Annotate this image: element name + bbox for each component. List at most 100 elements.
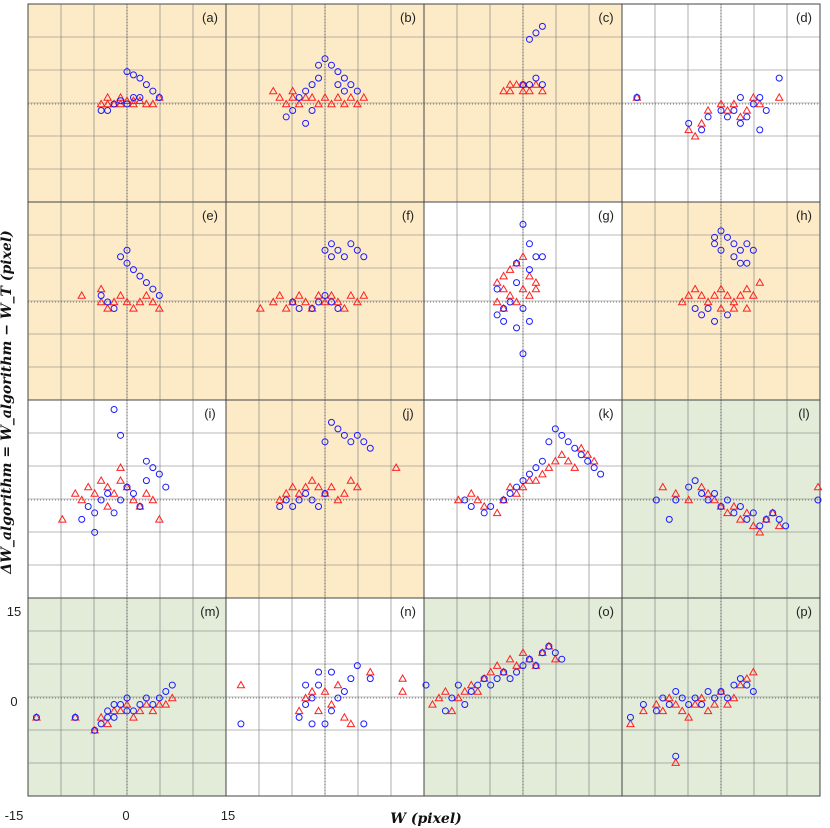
triangle-marker	[129, 495, 138, 504]
triangle-marker	[716, 284, 726, 293]
triangle-marker	[275, 92, 285, 101]
triangle-marker	[684, 125, 694, 134]
circle-marker	[347, 438, 355, 446]
triangle-marker	[742, 303, 752, 312]
circle-marker	[519, 220, 527, 228]
triangle-marker	[466, 680, 476, 689]
triangle-marker	[460, 686, 470, 695]
circle-marker	[302, 490, 310, 498]
triangle-marker	[742, 105, 752, 114]
circle-marker	[691, 477, 699, 485]
circle-marker	[665, 700, 673, 708]
circle-marker	[749, 509, 757, 517]
triangle-marker	[141, 699, 151, 708]
circle-marker	[136, 94, 144, 102]
circle-marker	[538, 22, 546, 30]
triangle-marker	[268, 297, 278, 306]
circle-marker	[500, 496, 508, 504]
circle-marker	[360, 720, 368, 728]
circle-marker	[289, 106, 297, 114]
triangle-marker	[492, 661, 502, 669]
triangle-marker	[550, 654, 560, 663]
triangle-marker	[320, 297, 330, 306]
triangle-marker	[135, 706, 145, 715]
triangle-marker	[339, 303, 349, 312]
triangle-marker	[505, 482, 515, 491]
circle-marker	[162, 688, 170, 696]
triangle-marker	[671, 488, 681, 497]
triangle-marker	[729, 303, 739, 312]
circle-marker	[532, 29, 540, 37]
triangle-marker	[333, 495, 343, 504]
panel-p: (p)	[621, 597, 821, 797]
triangle-marker	[583, 450, 593, 458]
circle-marker	[743, 515, 751, 523]
triangle-marker	[512, 488, 521, 497]
triangle-marker	[671, 758, 681, 766]
triangle-marker	[729, 693, 739, 702]
circle-marker	[513, 483, 521, 491]
circle-marker	[360, 253, 368, 261]
triangle-marker	[327, 699, 336, 708]
triangle-marker	[525, 475, 534, 484]
circle-marker	[577, 451, 585, 459]
triangle-marker	[684, 290, 694, 299]
triangle-marker	[314, 99, 323, 108]
panel-label: (p)	[796, 604, 812, 619]
triangle-marker	[314, 290, 323, 299]
circle-marker	[474, 681, 482, 689]
panel-l: (l)	[621, 399, 823, 599]
circle-marker	[78, 515, 86, 523]
panel-e: (e)	[27, 201, 227, 401]
circle-marker	[136, 502, 144, 510]
circle-marker	[775, 74, 783, 82]
triangle-marker	[626, 719, 635, 728]
circle-marker	[123, 68, 131, 76]
triangle-marker	[333, 297, 343, 306]
circle-marker	[129, 266, 137, 274]
circle-marker	[295, 713, 303, 721]
circle-marker	[532, 662, 540, 670]
circle-marker	[749, 100, 757, 108]
triangle-marker	[90, 488, 100, 497]
triangle-marker	[742, 673, 752, 682]
circle-marker	[691, 304, 699, 312]
circle-marker	[698, 311, 706, 319]
panel-n: (n)	[225, 597, 425, 797]
circle-marker	[519, 350, 527, 358]
circle-marker	[441, 707, 449, 715]
circle-marker	[32, 713, 40, 721]
circle-marker	[519, 477, 527, 485]
panel-i: (i)	[27, 399, 227, 599]
triangle-marker	[333, 92, 343, 101]
circle-marker	[762, 515, 770, 523]
triangle-marker	[589, 456, 599, 465]
circle-marker	[340, 87, 348, 95]
circle-marker	[321, 246, 329, 254]
panel-label: (k)	[598, 406, 613, 421]
panel-label: (o)	[598, 604, 614, 619]
circle-marker	[327, 61, 335, 69]
circle-marker	[480, 509, 488, 517]
triangle-marker	[288, 86, 298, 95]
circle-marker	[142, 81, 150, 89]
circle-marker	[149, 464, 157, 472]
circle-marker	[136, 272, 144, 280]
triangle-marker	[473, 686, 483, 695]
circle-marker	[142, 279, 150, 287]
triangle-marker	[103, 719, 113, 728]
triangle-marker	[512, 661, 521, 669]
circle-marker	[749, 688, 757, 696]
circle-marker	[704, 304, 712, 312]
circle-marker	[276, 502, 284, 510]
circle-marker	[308, 304, 316, 312]
circle-marker	[302, 681, 310, 689]
x-tick-label-zero: 0	[122, 808, 129, 823]
circle-marker	[717, 688, 725, 696]
triangle-marker	[339, 712, 349, 721]
triangle-marker	[327, 290, 336, 299]
circle-marker	[525, 317, 533, 325]
circle-marker	[347, 675, 355, 683]
triangle-marker	[505, 86, 515, 95]
